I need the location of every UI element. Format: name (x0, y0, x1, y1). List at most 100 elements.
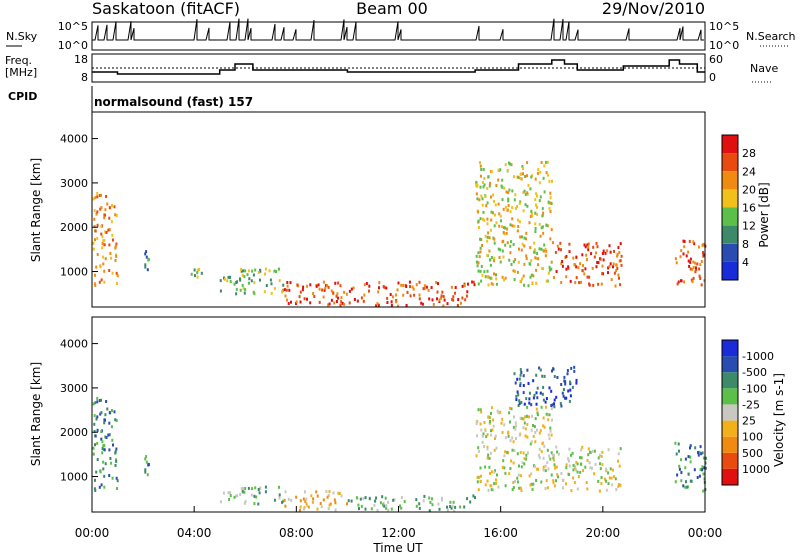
range-cell (545, 171, 548, 175)
range-cell (196, 275, 199, 279)
range-cell (617, 452, 620, 456)
range-cell (343, 290, 346, 294)
range-cell (487, 283, 490, 287)
range-cell (273, 498, 276, 502)
range-cell (421, 302, 424, 306)
range-cell (538, 199, 541, 203)
range-cell (551, 418, 553, 422)
range-cell (490, 429, 492, 433)
range-cell (576, 470, 579, 474)
range-cell (541, 225, 544, 229)
range-cell (362, 497, 365, 501)
range-cell (587, 242, 590, 246)
range-cell (507, 197, 510, 201)
range-cell (114, 259, 117, 262)
range-cell (304, 499, 307, 503)
range-cell (476, 434, 478, 438)
range-cell (396, 288, 399, 292)
range-cell (506, 227, 509, 231)
range-cell (518, 399, 521, 403)
range-cell (516, 377, 519, 381)
range-cell (475, 180, 478, 184)
range-cell (244, 500, 247, 504)
range-cell (305, 502, 308, 506)
range-cell (529, 246, 532, 250)
range-cell (94, 238, 96, 242)
range-cell (145, 255, 148, 259)
range-cell (702, 466, 705, 470)
range-cell (108, 228, 111, 232)
range-cell (566, 369, 569, 372)
range-cell (575, 255, 578, 259)
range-cell (523, 189, 526, 193)
power-colorbar: 4 8 12 16 20 24 28 (721, 134, 756, 281)
range-cell (613, 271, 616, 275)
range-cell (92, 241, 95, 245)
range-cell (594, 462, 597, 466)
range-cell (486, 447, 489, 451)
range-cell (536, 396, 539, 400)
range-cell (264, 272, 266, 276)
range-cell (512, 486, 515, 489)
range-cell (538, 366, 541, 370)
range-cell (309, 301, 312, 305)
range-cell (514, 427, 517, 431)
range-cell (219, 289, 222, 293)
range-cell (604, 251, 607, 255)
range-cell (526, 368, 529, 372)
range-cell (443, 298, 446, 302)
range-cell (101, 235, 104, 239)
range-cell (486, 445, 489, 449)
range-cell (579, 470, 582, 474)
range-cell (476, 480, 479, 484)
range-cell (456, 303, 459, 307)
range-cell (229, 491, 232, 495)
range-cell (328, 490, 331, 494)
range-cell (284, 294, 287, 298)
range-cell (550, 389, 553, 393)
range-cell (436, 297, 438, 301)
range-cell (501, 275, 504, 279)
range-cell (559, 402, 562, 405)
range-cell (104, 418, 106, 422)
range-cell (357, 503, 360, 507)
range-cell (337, 491, 340, 495)
range-cell (541, 392, 544, 396)
range-cell (146, 473, 149, 477)
range-cell (348, 301, 351, 305)
range-cell (526, 174, 528, 178)
range-cell (430, 286, 433, 289)
range-cell (99, 412, 102, 416)
range-cell (103, 216, 106, 220)
range-cell (487, 415, 490, 419)
range-cell (194, 274, 196, 278)
range-cell (501, 225, 503, 229)
range-cell (253, 281, 256, 285)
range-cell (523, 421, 526, 425)
range-cell (498, 224, 501, 228)
range-cell (108, 243, 111, 247)
range-cell (285, 288, 288, 292)
range-cell (486, 456, 489, 460)
range-cell (488, 184, 491, 188)
range-cell (96, 195, 99, 199)
range-cell (513, 198, 516, 202)
range-cell (555, 395, 558, 399)
range-cell (476, 197, 479, 201)
range-cell (116, 487, 118, 490)
range-cell (597, 261, 600, 265)
range-cell (477, 488, 480, 492)
range-cell (698, 450, 701, 454)
range-cell (542, 385, 545, 389)
range-cell (682, 239, 685, 243)
range-cell (506, 450, 509, 454)
range-cell (687, 472, 690, 476)
range-cell (701, 468, 704, 472)
range-cell (573, 481, 576, 485)
range-cell (490, 282, 493, 286)
range-cell (420, 301, 423, 305)
range-cell (373, 503, 376, 507)
range-cell (550, 404, 553, 407)
range-cell (340, 300, 343, 304)
range-cell (541, 374, 544, 378)
